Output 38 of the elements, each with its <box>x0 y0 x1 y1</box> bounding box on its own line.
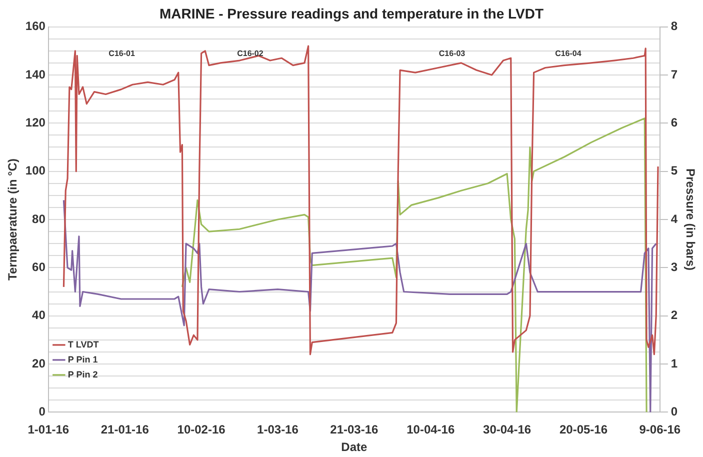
y-tick-label: 80 <box>32 212 46 226</box>
y-tick-label: 160 <box>25 19 46 34</box>
annotation: C16-01 <box>108 48 136 58</box>
annotation: C16-03 <box>438 48 466 58</box>
y2-tick-label: 4 <box>670 212 678 226</box>
x-tick-label: 30-04-16 <box>483 422 532 437</box>
x-axis-title: Date <box>341 440 368 454</box>
y-tick-label: 140 <box>25 67 46 82</box>
y2-axis-title: Pressure (in bars) <box>683 168 698 271</box>
y2-tick-label: 7 <box>670 67 678 82</box>
x-tick-label: 10-04-16 <box>406 422 455 437</box>
chart-title: MARINE - Pressure readings and temperature in the LVDT <box>159 5 544 22</box>
legend-label: P Pin 2 <box>68 369 98 380</box>
y-tick-label: 60 <box>32 260 46 274</box>
y2-tick-label: 3 <box>670 260 678 274</box>
y2-tick-label: 2 <box>670 308 678 322</box>
y2-tick-label: 8 <box>670 19 678 34</box>
y2-tick-label: 5 <box>670 164 678 178</box>
y-tick-label: 20 <box>32 356 46 370</box>
x-tick-label: 9-06-16 <box>639 422 681 437</box>
x-tick-label: 1-01-16 <box>28 422 70 437</box>
legend-label: P Pin 1 <box>68 354 98 364</box>
annotation: C16-04 <box>555 48 582 58</box>
y-axis-title: Termpaerature (in °C) <box>6 158 20 280</box>
x-tick-label: 10-02-16 <box>177 422 226 437</box>
y2-tick-label: 6 <box>670 115 678 130</box>
y2-tick-label: 1 <box>670 356 678 370</box>
y-tick-label: 100 <box>25 164 46 178</box>
x-tick-label: 1-03-16 <box>257 422 299 437</box>
y-tick-label: 0 <box>38 404 46 419</box>
y-tick-label: 40 <box>32 308 46 322</box>
y2-tick-label: 0 <box>670 404 678 419</box>
x-tick-label: 20-05-16 <box>559 422 608 437</box>
x-tick-label: 21-01-16 <box>100 422 150 437</box>
legend-label: T LVDT <box>68 339 100 350</box>
annotation: C16-02 <box>237 48 264 58</box>
x-tick-label: 21-03-16 <box>330 422 379 437</box>
y-tick-label: 120 <box>25 115 46 130</box>
